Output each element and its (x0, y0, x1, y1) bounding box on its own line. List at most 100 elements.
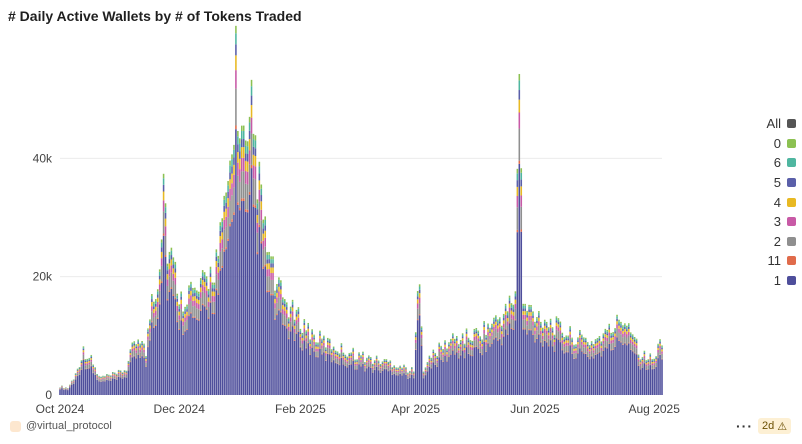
bar-segment (137, 346, 139, 349)
bar-segment (594, 345, 597, 349)
bar-segment (354, 359, 356, 361)
bar-segment (637, 365, 640, 395)
bar-segment (635, 338, 638, 340)
bar-segment (620, 342, 622, 395)
bar-segment (422, 372, 425, 374)
bar-segment (553, 351, 556, 395)
bar-segment (156, 318, 159, 395)
bar-segment (477, 338, 480, 342)
bar-segment (68, 387, 71, 395)
legend-item[interactable]: 2 (740, 232, 796, 252)
legend-item[interactable]: 1 (740, 271, 796, 291)
bar-segment (418, 293, 421, 298)
bar-segment (291, 316, 294, 326)
bar-segment (209, 282, 212, 289)
bar-segment (315, 348, 317, 352)
bar-segment (444, 346, 446, 350)
bar-segment (565, 342, 568, 346)
author-link[interactable]: @virtual_protocol (10, 420, 112, 432)
bar-segment (592, 357, 595, 359)
bar-segment (293, 319, 296, 322)
bar-segment (387, 363, 390, 365)
bar-segment (543, 332, 546, 341)
x-tick-label: Apr 2025 (391, 402, 440, 416)
bar-segment (528, 320, 530, 330)
bar-segment (358, 354, 360, 356)
bar-segment (303, 331, 306, 340)
bar-segment (436, 356, 439, 357)
bar-segment (176, 301, 179, 306)
bar-segment (493, 339, 495, 395)
bar-segment (561, 337, 564, 341)
bar-segment (534, 341, 536, 343)
bar-segment (581, 334, 583, 336)
bar-segment (612, 349, 614, 395)
legend-item[interactable]: 11 (740, 251, 796, 271)
legend-item[interactable]: All (740, 114, 796, 134)
bar-segment (289, 321, 292, 331)
bar-segment (612, 339, 614, 343)
bar-segment (356, 360, 358, 362)
bar-segment (381, 370, 384, 395)
bar-segment (221, 265, 224, 268)
bar-segment (280, 299, 282, 312)
bar-segment (571, 337, 573, 339)
bar-segment (457, 352, 460, 358)
bar-segment (323, 342, 325, 346)
bar-segment (219, 225, 222, 231)
bar-segment (258, 189, 261, 202)
bar-segment (440, 351, 442, 355)
bar-segment (334, 350, 337, 352)
bar-segment (160, 281, 163, 284)
bar-segment (518, 90, 521, 100)
bar-segment (616, 336, 618, 338)
bar-segment (545, 327, 548, 331)
bar-segment (411, 374, 413, 395)
bar-segment (158, 304, 161, 395)
bar-segment (432, 353, 435, 356)
data-age-badge[interactable]: 2d ⚠ (758, 418, 792, 434)
bar-segment (430, 364, 433, 368)
bar-segment (371, 367, 374, 370)
bar-segment (627, 342, 630, 344)
bar-segment (631, 344, 634, 351)
bar-segment (633, 352, 636, 354)
bar-segment (225, 192, 227, 197)
bar-segment (526, 315, 528, 318)
bar-segment (366, 360, 368, 363)
bar-segment (354, 362, 356, 364)
bar-segment (454, 339, 456, 342)
bar-segment (368, 357, 370, 359)
bar-segment (473, 346, 476, 348)
bar-segment (571, 344, 573, 348)
bar-segment (561, 335, 564, 338)
bar-segment (588, 353, 591, 359)
bar-segment (473, 328, 476, 331)
bar-segment (282, 324, 284, 395)
bar-segment (528, 330, 530, 395)
bar-segment (657, 352, 659, 358)
bar-segment (196, 318, 198, 320)
bar-segment (502, 315, 505, 318)
legend-item[interactable]: 6 (740, 153, 796, 173)
legend-item[interactable]: 3 (740, 212, 796, 232)
bar-segment (117, 372, 120, 375)
bar-segment (145, 359, 147, 361)
bar-segment (127, 362, 130, 364)
bar-segment (242, 201, 245, 395)
bar-segment (645, 360, 648, 361)
more-options-button[interactable]: ··· (736, 418, 753, 434)
bar-segment (113, 378, 116, 395)
bar-segment (199, 287, 202, 293)
bar-segment (604, 328, 607, 331)
bar-segment (338, 358, 341, 361)
bar-segment (135, 344, 138, 346)
bar-segment (74, 375, 77, 377)
legend-item[interactable]: 4 (740, 192, 796, 212)
bar-segment (524, 328, 526, 330)
bar-segment (567, 351, 569, 353)
legend-item[interactable]: 0 (740, 134, 796, 154)
bar-segment (397, 370, 399, 373)
legend-item[interactable]: 5 (740, 173, 796, 193)
bar-segment (581, 341, 583, 345)
